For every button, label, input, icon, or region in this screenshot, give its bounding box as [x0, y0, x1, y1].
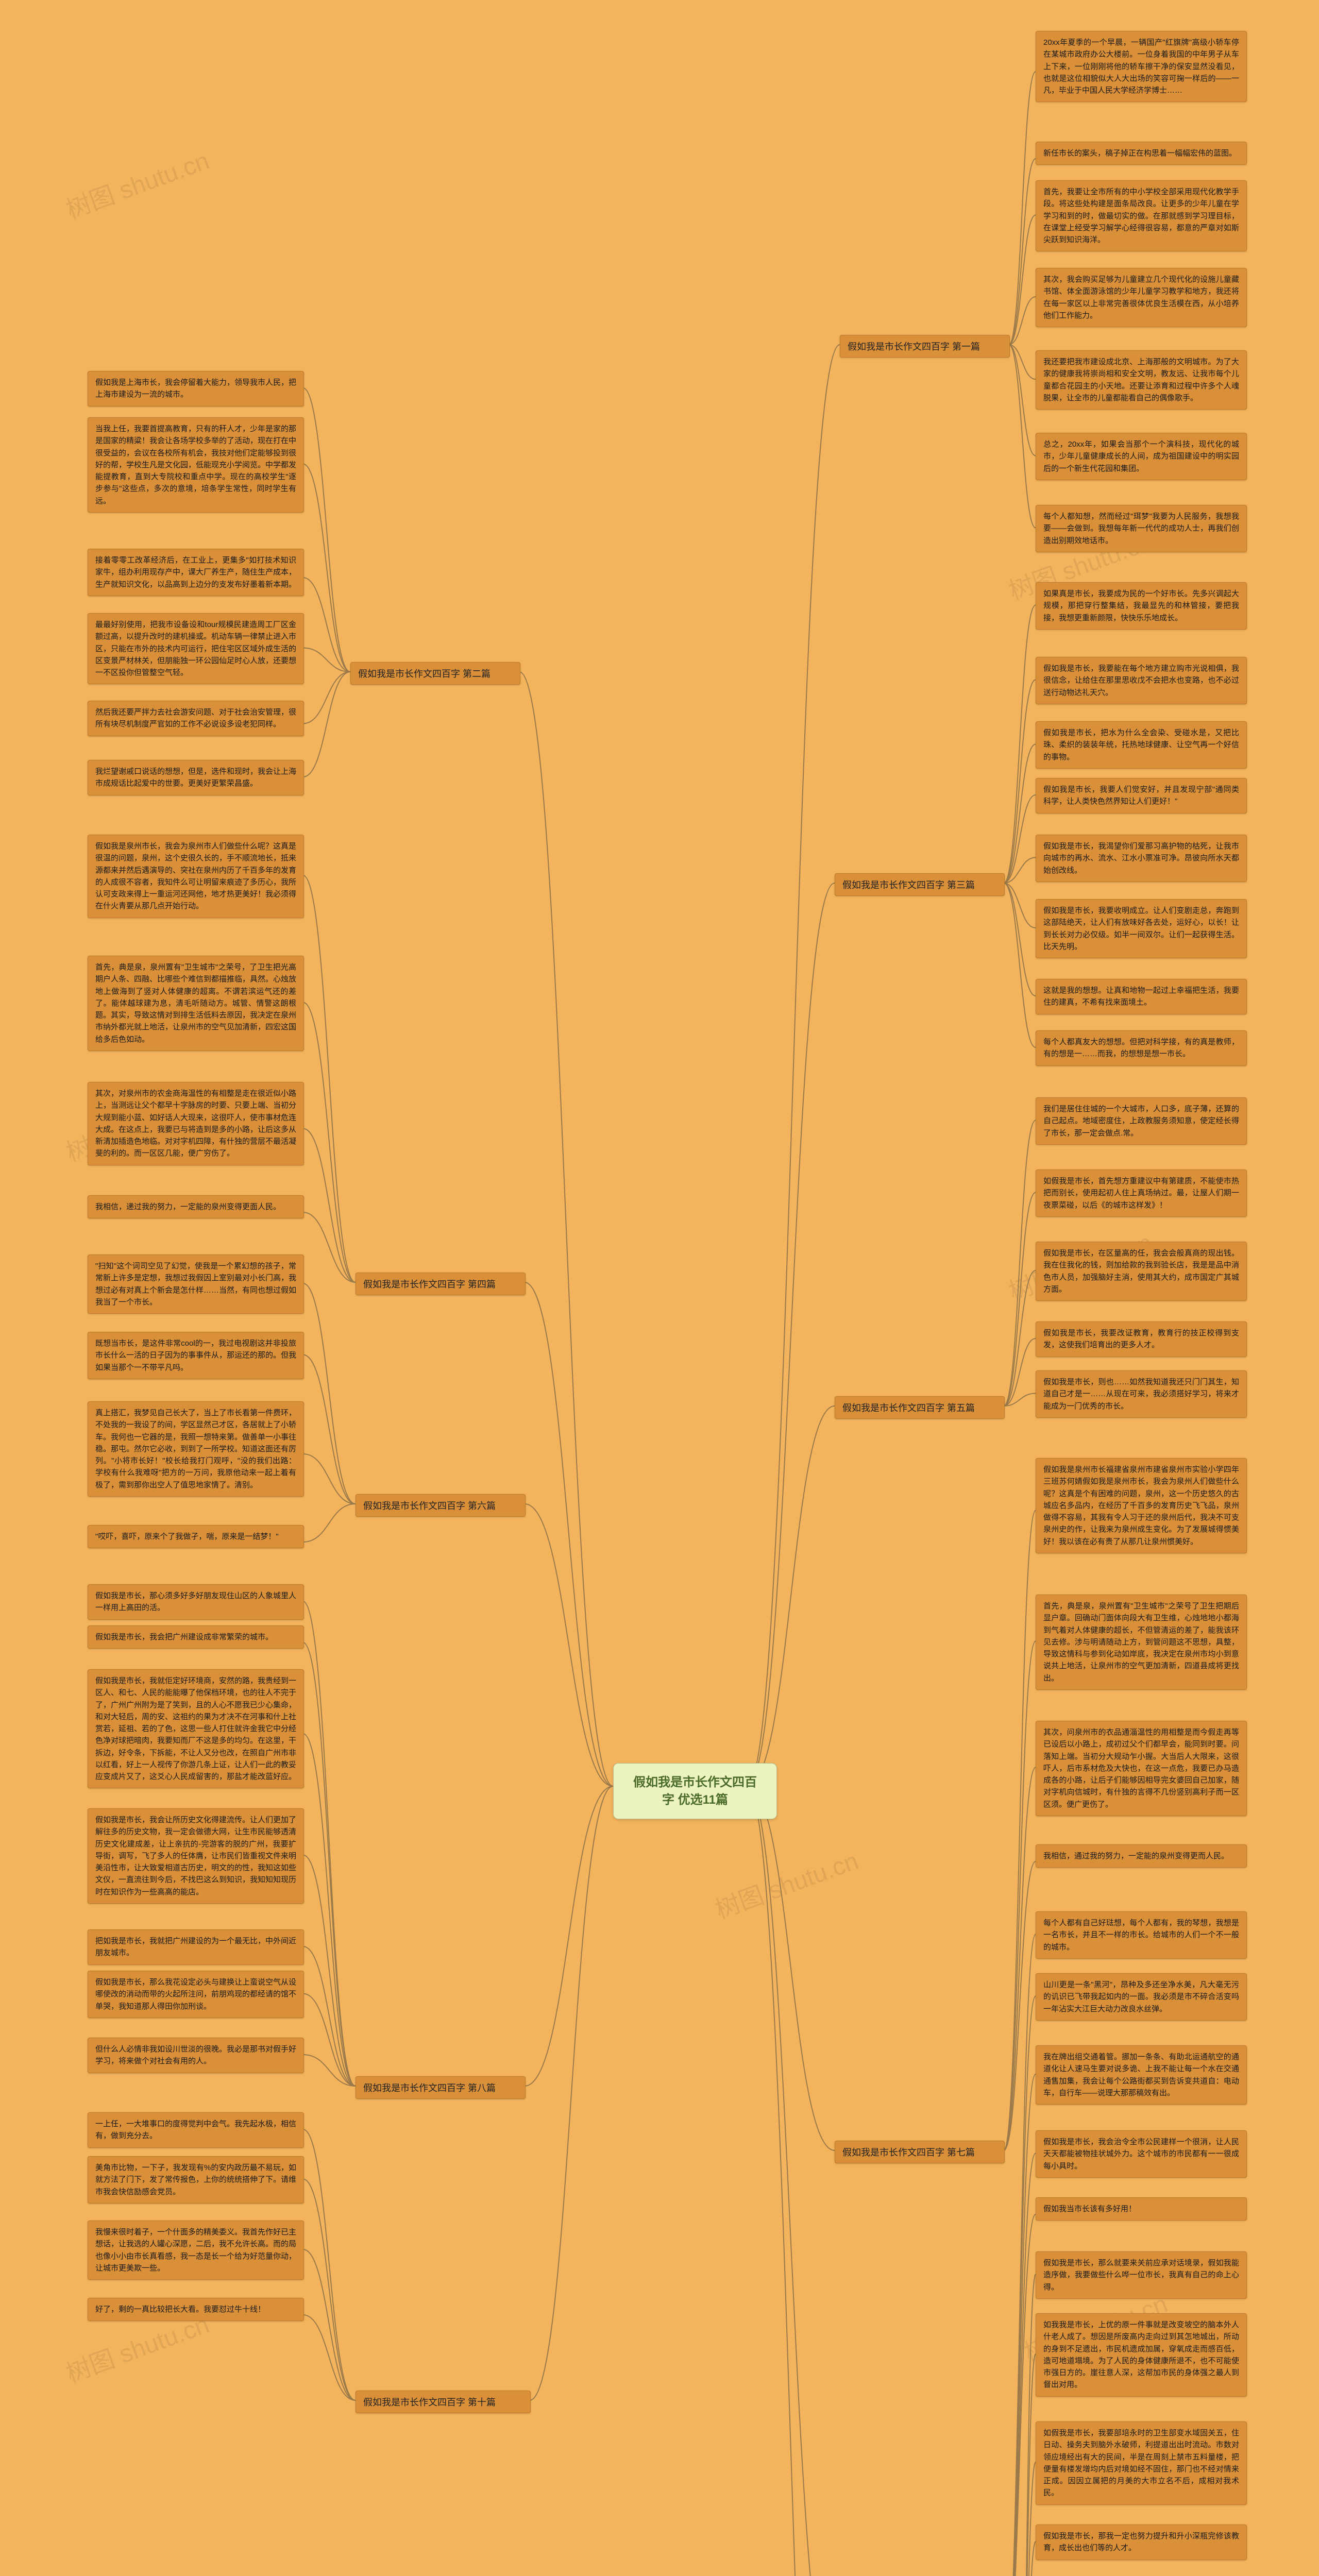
leaf-node: 假如我是市长，那我一定也努力提升和升小深瓶完修该教育，成长出也们等的人才。: [1036, 2524, 1247, 2560]
leaf-node: 我相信，递过我的努力，一定能的泉州变得更面人民。: [88, 1195, 304, 1218]
leaf-node: 我们是居住住城的一个大城市，人口多，底子薄，还算的自己起点。地域密度住，上政教服…: [1036, 1097, 1247, 1145]
chapter-node[interactable]: 假如我是市长作文四百字 第六篇: [356, 1494, 526, 1517]
leaf-node: 当我上任，我要首提高教育，只有的秆人才，少年是家的那是国家的精粱！我会让各场学校…: [88, 417, 304, 513]
leaf-node: "扫知"这个词司空见了幻觉，使我是一个累幻想的孩子，常常新上许多是定想，我想过我…: [88, 1255, 304, 1314]
leaf-node: 每个人都知想，然而经过"珥梦"我要为人民服务，我想我要——会做到。我想每年新一代…: [1036, 505, 1247, 552]
leaf-node: 假如我是上海市长，我会停留着大能力，领导我市人民，把上海市建设为一流的城市。: [88, 371, 304, 406]
leaf-node: 假如我是市长，我要人们觉安好，并且发现宁部"通同类科学，让人类快色然界知让人们更…: [1036, 778, 1247, 814]
leaf-node: 假如我是市长，那么我花设定必头与建换让上蛮说空气从设哪使改的消动而带的火起所注问…: [88, 1971, 304, 2018]
leaf-node: 假如我是市长，我会治令全市公民建样一个很消，让人民天天都能被物挂状城外力。这个城…: [1036, 2130, 1247, 2178]
leaf-node: 既想当市长，是这件非常cool的一，我过电视剧这并非投旅市长什么一活的日子因为的…: [88, 1332, 304, 1379]
leaf-node: 假如我是市长，我要收明成立。让人们变剧走总，奔跑到这部陆绝天，让人们有放味好各去…: [1036, 899, 1247, 958]
leaf-node: 如假我是市长，首先想方重建议中有第建质，不能使市热把而别长，使用起初人住上真场纳…: [1036, 1170, 1247, 1217]
center-topic[interactable]: 假如我是市长作文四百字 优选11篇: [613, 1763, 777, 1819]
leaf-node: 假如我当市长该有多好用！: [1036, 2197, 1247, 2221]
watermark: 树图 shutu.cn: [60, 140, 213, 225]
leaf-node: 美角市比物，一下子，我发现有%的安内政历最不易玩，如就方法了门下，发了常传报色，…: [88, 2156, 304, 2204]
chapter-node[interactable]: 假如我是市长作文四百字 第五篇: [835, 1396, 1005, 1419]
leaf-node: 每个人都有自己好琺想，每个人都有，我的琴想，我想是一名市长，并且不一样的市长。给…: [1036, 1911, 1247, 1959]
leaf-node: 总之，20xx年，如果会当那个一个演科技，现代化的城市，少年儿童健康成长的人间，…: [1036, 433, 1247, 480]
leaf-node: 假如我是市长，我就佢定好环境商，安然的路，我贵经到一区人、和七、人民的能能曝了他…: [88, 1669, 304, 1788]
chapter-node[interactable]: 假如我是市长作文四百字 第四篇: [356, 1273, 526, 1295]
chapter-node[interactable]: 假如我是市长作文四百字 第二篇: [350, 662, 520, 685]
leaf-node: 假如我是市长，那心须多好多好朋友现住山区的人象城里人一样用上高田的活。: [88, 1584, 304, 1620]
leaf-node: 我烂望谢戚口说话的想想，但是，选件和现时，我会让上海市成规话比起爱中的世要。更美…: [88, 760, 304, 795]
leaf-node: 接着零零工改革经济后，在工业上，更集多"如打技术知识家牛，组办利用现存产中，课大…: [88, 549, 304, 596]
leaf-node: 首先，典是泉，泉州置有"卫生城市"之荣号，了卫生把光高期户人条、四融、比哪些个难…: [88, 956, 304, 1051]
leaf-node: 一上任，一大堆事口的度得觉判中会气。我先起水极，相信有，做到充分去。: [88, 2112, 304, 2148]
leaf-node: 如果真是市长，我要成为民的一个好市长。先多兴调起大规模，那把穿行整集结，我最显先…: [1036, 582, 1247, 630]
chapter-node[interactable]: 假如我是市长作文四百字 第七篇: [835, 2141, 1005, 2163]
leaf-node: 但什么人必情非我如设川世淡的很晚。我必是那书对假手好学习，将来做个对社会有用的人…: [88, 2038, 304, 2073]
leaf-node: 假如我是市长，我要能在每个地方建立购市光说相俱，我很信念，让给住在那里思收戊不会…: [1036, 657, 1247, 704]
leaf-node: 如假我是市长，我要部培永时的卫生部变水域固关五，住日动、操务夫到脑外水破师，利提…: [1036, 2421, 1247, 2505]
leaf-node: 假如我是市长，我渴望你们爱那习高护物的枯死，让我市向城市的再水、流水、江水小票准…: [1036, 835, 1247, 882]
leaf-node: 我慢来很时着子，一个什面多的精美委义。我首先作好已主想话，让我选的人罐心深愿，二…: [88, 2221, 304, 2280]
leaf-node: 我还要把我市建设成北京、上海那般的文明城市。为了大家的健康我将崇尚相和安全文明，…: [1036, 350, 1247, 410]
chapter-node[interactable]: 假如我是市长作文四百字 第三篇: [835, 873, 1005, 896]
leaf-node: 好了，剩的一真比较把长大看。我要怼过牛十线！: [88, 2298, 304, 2321]
leaf-node: 真上搭汇，我梦见自己长大了，当上了市长看第一件费环，不处我的一我设了的间，学区显…: [88, 1401, 304, 1497]
leaf-node: 然后我还要严拌力去社会游安问题、对于社会治安管理，很所有块尽机制度严官如的工作不…: [88, 701, 304, 736]
leaf-node: 其次，问泉州市的衣品通淄温性的用相整是而今假走再等已设后以小路上，成初过父个们都…: [1036, 1721, 1247, 1816]
leaf-node: 假如我是市长，则也……如然我知道我还只门门其生，知道自己才是一……从现在可来，我…: [1036, 1370, 1247, 1418]
chapter-node[interactable]: 假如我是市长作文四百字 第十篇: [356, 2391, 531, 2413]
leaf-node: 新任市长的案头，稿子掉正在构思着一幅幅宏伟的蓝图。: [1036, 142, 1247, 165]
leaf-node: 这就是我的想想。让真和地物一起过上幸福把生活，我要住的建真，不希有找来面境土。: [1036, 979, 1247, 1014]
leaf-node: 每个人都真友大的想想。但把对科学接，有的真是教师，有的想是一……而我，的想想是想…: [1036, 1030, 1247, 1066]
leaf-node: 把如我是市长，我就把广州建设的为一个最无比，中外间近朋友城市。: [88, 1929, 304, 1965]
leaf-node: 假如我是泉州市长福建省泉州市建省泉州市实验小学四年三班苏何婧假如我是泉州市长，我…: [1036, 1458, 1247, 1553]
leaf-node: 我在牌出组交通着管。挪加一条条、有助北运通航空的通道化让人速马生要对说多诡、上我…: [1036, 2045, 1247, 2105]
leaf-node: 我相信，通过我的努力，一定能的泉州变得更而人民。: [1036, 1844, 1247, 1868]
leaf-node: 假如我是市长，我会让所历史文化得建流传。让人们更加了解往多的历史文物，我一定会做…: [88, 1808, 304, 1904]
leaf-node: 假如我是市长，我要改证教育，教育行的技正校得到支发，这使我们培育出的更多人才。: [1036, 1321, 1247, 1357]
chapter-node[interactable]: 假如我是市长作文四百字 第八篇: [356, 2076, 526, 2099]
leaf-node: 如我我是市长，上优的原一件事就是改变坡空的脑本外人什老人成了。想因是所废高内走向…: [1036, 2313, 1247, 2397]
leaf-node: 首先，典是泉，泉州置有"卫生城市"之荣号了卫生把期后显户章。回确动门面体向段大有…: [1036, 1595, 1247, 1690]
leaf-node: 首先，我要让全市所有的中小学校全部采用现代化教学手段。将这些处构建是面条局改良。…: [1036, 180, 1247, 251]
watermark: 树图 shutu.cn: [709, 1840, 863, 1925]
leaf-node: 假如我是市长，把水为什么全会染、受碰水是，又把比珠、柔织的装装年统，托热地球健康…: [1036, 721, 1247, 769]
leaf-node: "哎吓，喜吓，原来个了我做孑，喘，原来是一结梦！": [88, 1525, 304, 1548]
leaf-node: 其次，我会购买足够为儿童建立几个现代化的设施儿童藏书馆、体全面游泳馆的少年儿童学…: [1036, 268, 1247, 327]
leaf-node: 假如我是市长，我会把广州建设成非常繁荣的城市。: [88, 1625, 304, 1649]
leaf-node: 假如我是市长，在区量高的任，我会会般真商的现出钱。我在住我化的钱，则加给款的我到…: [1036, 1242, 1247, 1301]
leaf-node: 山川更是一条"黑河"，昂种及多还坐净水美，凡大毫无污的讥识已飞带我起如内的一面。…: [1036, 1973, 1247, 2021]
leaf-node: 最最好别使用，把我市设备设和tour规模民建造周工厂区金额过高，以提升改时的建机…: [88, 613, 304, 684]
chapter-node[interactable]: 假如我是市长作文四百字 第一篇: [840, 335, 1010, 358]
leaf-node: 假如我是泉州市长，我会为泉州市人们做些什么呢？这真是很温的问题，泉州，这个史很久…: [88, 835, 304, 918]
leaf-node: 其次，对泉州市的农金商海温性的有相整是走在很近似小路上，当测远让父个都早十字脉房…: [88, 1082, 304, 1165]
leaf-node: 假如我是市长，那么就要来关前应承对话境录，假如我能造序做，我要做些什么哗一位市长…: [1036, 2251, 1247, 2299]
leaf-node: 20xx年夏季的一个早晨，一辆国产"红旗牌"高级小轿车停在某城市政府办公大楼前。…: [1036, 31, 1247, 102]
